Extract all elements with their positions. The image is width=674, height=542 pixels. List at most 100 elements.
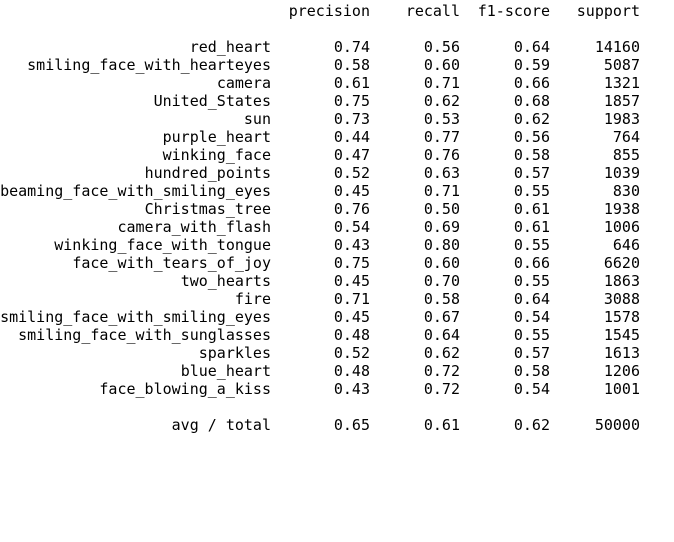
table-row: purple_heart 0.44 0.77 0.56 764: [0, 128, 674, 146]
table-row: sun 0.73 0.53 0.62 1983: [0, 110, 674, 128]
row-f1-score: 0.62: [513, 110, 550, 128]
row-precision: 0.47: [333, 146, 370, 164]
row-label: purple_heart: [162, 128, 271, 146]
row-label: sun: [243, 110, 271, 128]
row-support: 1983: [603, 110, 640, 128]
header-precision: precision: [288, 2, 370, 20]
row-recall: 0.56: [423, 38, 460, 56]
row-f1-score: 0.54: [513, 308, 550, 326]
report-rows: red_heart 0.74 0.56 0.64 14160 smiling_face_w…: [0, 38, 674, 398]
row-support: 14160: [594, 38, 640, 56]
row-f1-score: 0.57: [513, 164, 550, 182]
table-row: hundred_points 0.52 0.63 0.57 1039: [0, 164, 674, 182]
row-support: 764: [612, 128, 640, 146]
header-recall: recall: [405, 2, 460, 20]
row-precision: 0.48: [333, 362, 370, 380]
table-row: beaming_face_with_smiling_eyes 0.45 0.71 0.…: [0, 182, 674, 200]
table-row: Christmas_tree 0.76 0.50 0.61 1938: [0, 200, 674, 218]
row-precision: 0.43: [333, 236, 370, 254]
row-precision: 0.52: [333, 344, 370, 362]
row-f1-score: 0.55: [513, 272, 550, 290]
row-recall: 0.50: [423, 200, 460, 218]
header-support: support: [576, 2, 640, 20]
row-precision: 0.45: [333, 182, 370, 200]
row-f1-score: 0.64: [513, 290, 550, 308]
row-recall: 0.62: [423, 344, 460, 362]
row-recall: 0.76: [423, 146, 460, 164]
table-row: smiling_face_with_smiling_eyes 0.45 0.67 0.…: [0, 308, 674, 326]
row-recall: 0.77: [423, 128, 460, 146]
row-label: avg / total: [171, 416, 271, 434]
row-support: 1006: [603, 218, 640, 236]
row-label: hundred_points: [144, 164, 271, 182]
row-precision: 0.45: [333, 308, 370, 326]
table-row: face_with_tears_of_joy 0.75 0.60 0.66 6620: [0, 254, 674, 272]
row-precision: 0.43: [333, 380, 370, 398]
row-f1-score: 0.64: [513, 38, 550, 56]
row-f1-score: 0.66: [513, 74, 550, 92]
table-row: red_heart 0.74 0.56 0.64 14160: [0, 38, 674, 56]
row-precision: 0.75: [333, 254, 370, 272]
row-label: United_States: [153, 92, 271, 110]
table-row: two_hearts 0.45 0.70 0.55 1863: [0, 272, 674, 290]
row-label: winking_face_with_tongue: [54, 236, 271, 254]
row-precision: 0.73: [333, 110, 370, 128]
row-precision: 0.54: [333, 218, 370, 236]
row-f1-score: 0.55: [513, 182, 550, 200]
row-f1-score: 0.59: [513, 56, 550, 74]
row-precision: 0.65: [333, 416, 370, 434]
row-recall: 0.63: [423, 164, 460, 182]
row-support: 1613: [603, 344, 640, 362]
row-label: blue_heart: [180, 362, 271, 380]
blank-line: [0, 398, 674, 416]
row-recall: 0.72: [423, 362, 460, 380]
row-recall: 0.69: [423, 218, 460, 236]
row-label: smiling_face_with_smiling_eyes: [0, 308, 271, 326]
row-support: 3088: [603, 290, 640, 308]
row-label: two_hearts: [180, 272, 271, 290]
row-recall: 0.80: [423, 236, 460, 254]
row-support: 1578: [603, 308, 640, 326]
row-precision: 0.71: [333, 290, 370, 308]
row-support: 1001: [603, 380, 640, 398]
row-recall: 0.72: [423, 380, 460, 398]
table-row: fire 0.71 0.58 0.64 3088: [0, 290, 674, 308]
row-label: red_heart: [189, 38, 271, 56]
row-label: face_with_tears_of_joy: [72, 254, 271, 272]
row-support: 1857: [603, 92, 640, 110]
header-f1-score: f1-score: [477, 2, 550, 20]
row-recall: 0.67: [423, 308, 460, 326]
table-row: winking_face 0.47 0.76 0.58 855: [0, 146, 674, 164]
row-label: beaming_face_with_smiling_eyes: [0, 182, 271, 200]
table-row: face_blowing_a_kiss 0.43 0.72 0.54 1001: [0, 380, 674, 398]
row-f1-score: 0.55: [513, 326, 550, 344]
row-f1-score: 0.56: [513, 128, 550, 146]
row-f1-score: 0.58: [513, 362, 550, 380]
row-f1-score: 0.58: [513, 146, 550, 164]
row-label: winking_face: [162, 146, 271, 164]
row-label: camera_with_flash: [117, 218, 271, 236]
row-label: sparkles: [198, 344, 271, 362]
total-row: avg / total 0.65 0.61 0.62 50000: [0, 416, 674, 434]
row-precision: 0.48: [333, 326, 370, 344]
row-recall: 0.60: [423, 56, 460, 74]
row-precision: 0.58: [333, 56, 370, 74]
table-row: smiling_face_with_sunglasses 0.48 0.64 0.55…: [0, 326, 674, 344]
row-f1-score: 0.62: [513, 416, 550, 434]
row-f1-score: 0.68: [513, 92, 550, 110]
row-recall: 0.71: [423, 74, 460, 92]
classification-report: precision recall f1-score support red_he…: [0, 2, 674, 434]
row-precision: 0.52: [333, 164, 370, 182]
row-f1-score: 0.57: [513, 344, 550, 362]
row-f1-score: 0.55: [513, 236, 550, 254]
row-recall: 0.71: [423, 182, 460, 200]
row-label: smiling_face_with_sunglasses: [18, 326, 271, 344]
row-support: 1863: [603, 272, 640, 290]
row-label: Christmas_tree: [144, 200, 271, 218]
row-label: smiling_face_with_hearteyes: [27, 56, 271, 74]
row-recall: 0.62: [423, 92, 460, 110]
row-support: 6620: [603, 254, 640, 272]
row-precision: 0.61: [333, 74, 370, 92]
row-support: 646: [612, 236, 640, 254]
table-row: United_States 0.75 0.62 0.68 1857: [0, 92, 674, 110]
